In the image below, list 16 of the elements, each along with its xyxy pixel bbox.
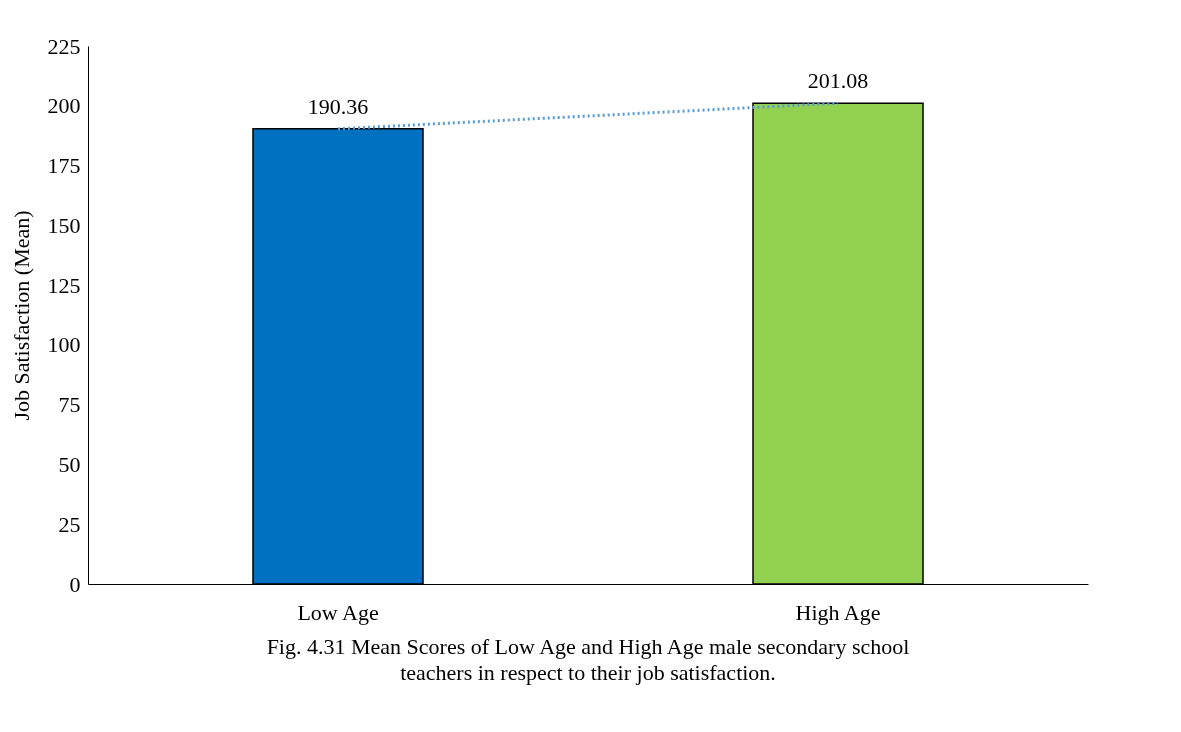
y-tick-label: 175: [47, 153, 81, 179]
y-axis-title: Job Satisfaction (Mean): [8, 210, 34, 421]
x-tick-label: Low Age: [297, 599, 379, 625]
caption: Fig. 4.31 Mean Scores of Low Age and High Age male secondary school teachers in respect to their job satisfaction.: [266, 634, 910, 685]
y-tick-label: 200: [47, 93, 81, 119]
data-label: 201.08: [807, 68, 869, 94]
data-label: 190.36: [307, 93, 369, 119]
y-tick-label: 125: [47, 272, 81, 298]
x-tick-label: High Age: [795, 599, 881, 625]
y-tick-label: 100: [47, 332, 81, 358]
y-tick-label: 25: [58, 511, 81, 537]
y-tick-label: 150: [47, 212, 81, 238]
y-tick-label: 50: [58, 451, 81, 477]
y-tick-label: 75: [58, 392, 81, 418]
y-tick-label: 225: [47, 33, 81, 59]
y-tick-label: 0: [69, 571, 81, 597]
